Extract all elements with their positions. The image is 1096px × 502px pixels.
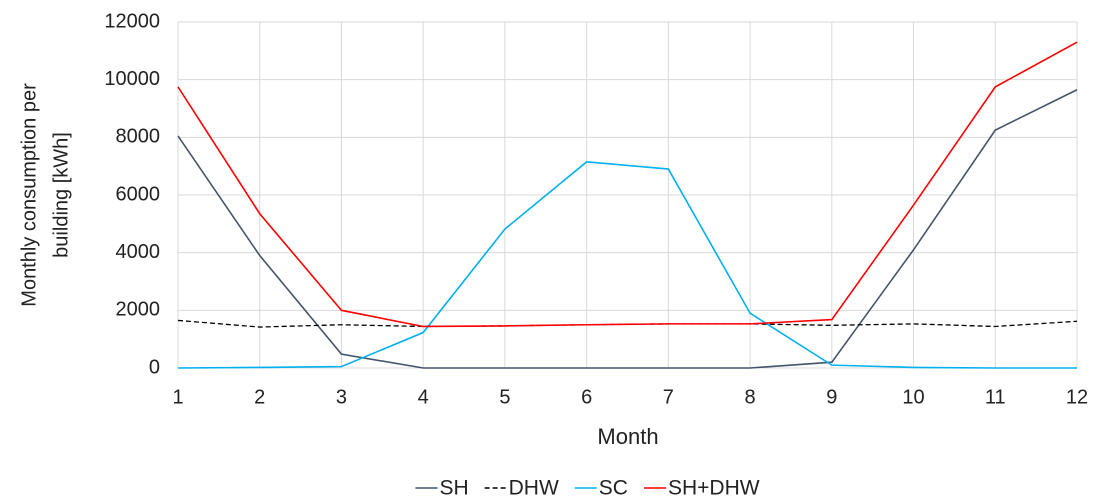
legend-label: SH+DHW — [668, 477, 760, 500]
x-tick-label: 2 — [254, 386, 265, 408]
x-tick-label: 3 — [336, 386, 347, 408]
x-axis-label: Month — [597, 424, 658, 449]
y-tick-label: 8000 — [116, 126, 161, 148]
legend-item: DHW — [484, 477, 559, 500]
y-axis-label: Monthly consumption per — [18, 83, 40, 307]
legend-label: SC — [599, 477, 628, 500]
y-tick-label: 2000 — [116, 299, 161, 321]
series-line — [177, 89, 1078, 369]
x-tick-label: 9 — [826, 386, 837, 408]
y-tick-label: 12000 — [104, 10, 160, 32]
legend-label: SH — [439, 477, 468, 500]
x-tick-label: 10 — [902, 386, 924, 408]
x-tick-label: 11 — [985, 386, 1006, 408]
legend-label: DHW — [509, 477, 559, 500]
y-tick-label: 0 — [149, 356, 160, 378]
y-axis-label: building [kWh] — [50, 132, 72, 258]
y-tick-label: 10000 — [104, 68, 160, 90]
x-tick-label: 6 — [581, 386, 592, 408]
y-tick-label: 4000 — [116, 241, 161, 263]
y-tick-label: 6000 — [116, 183, 161, 205]
x-tick-label: 7 — [663, 386, 674, 408]
series-line — [177, 41, 1078, 328]
x-tick-label: 1 — [172, 386, 183, 408]
x-tick-label: 4 — [418, 386, 429, 408]
legend-item: SH+DHW — [643, 477, 760, 500]
legend-item: SH — [415, 477, 469, 500]
series-line — [177, 161, 1077, 369]
legend-item: SC — [574, 477, 628, 500]
x-tick-label: 5 — [499, 386, 510, 408]
x-tick-label: 8 — [745, 386, 756, 408]
x-tick-label: 12 — [1066, 386, 1088, 408]
